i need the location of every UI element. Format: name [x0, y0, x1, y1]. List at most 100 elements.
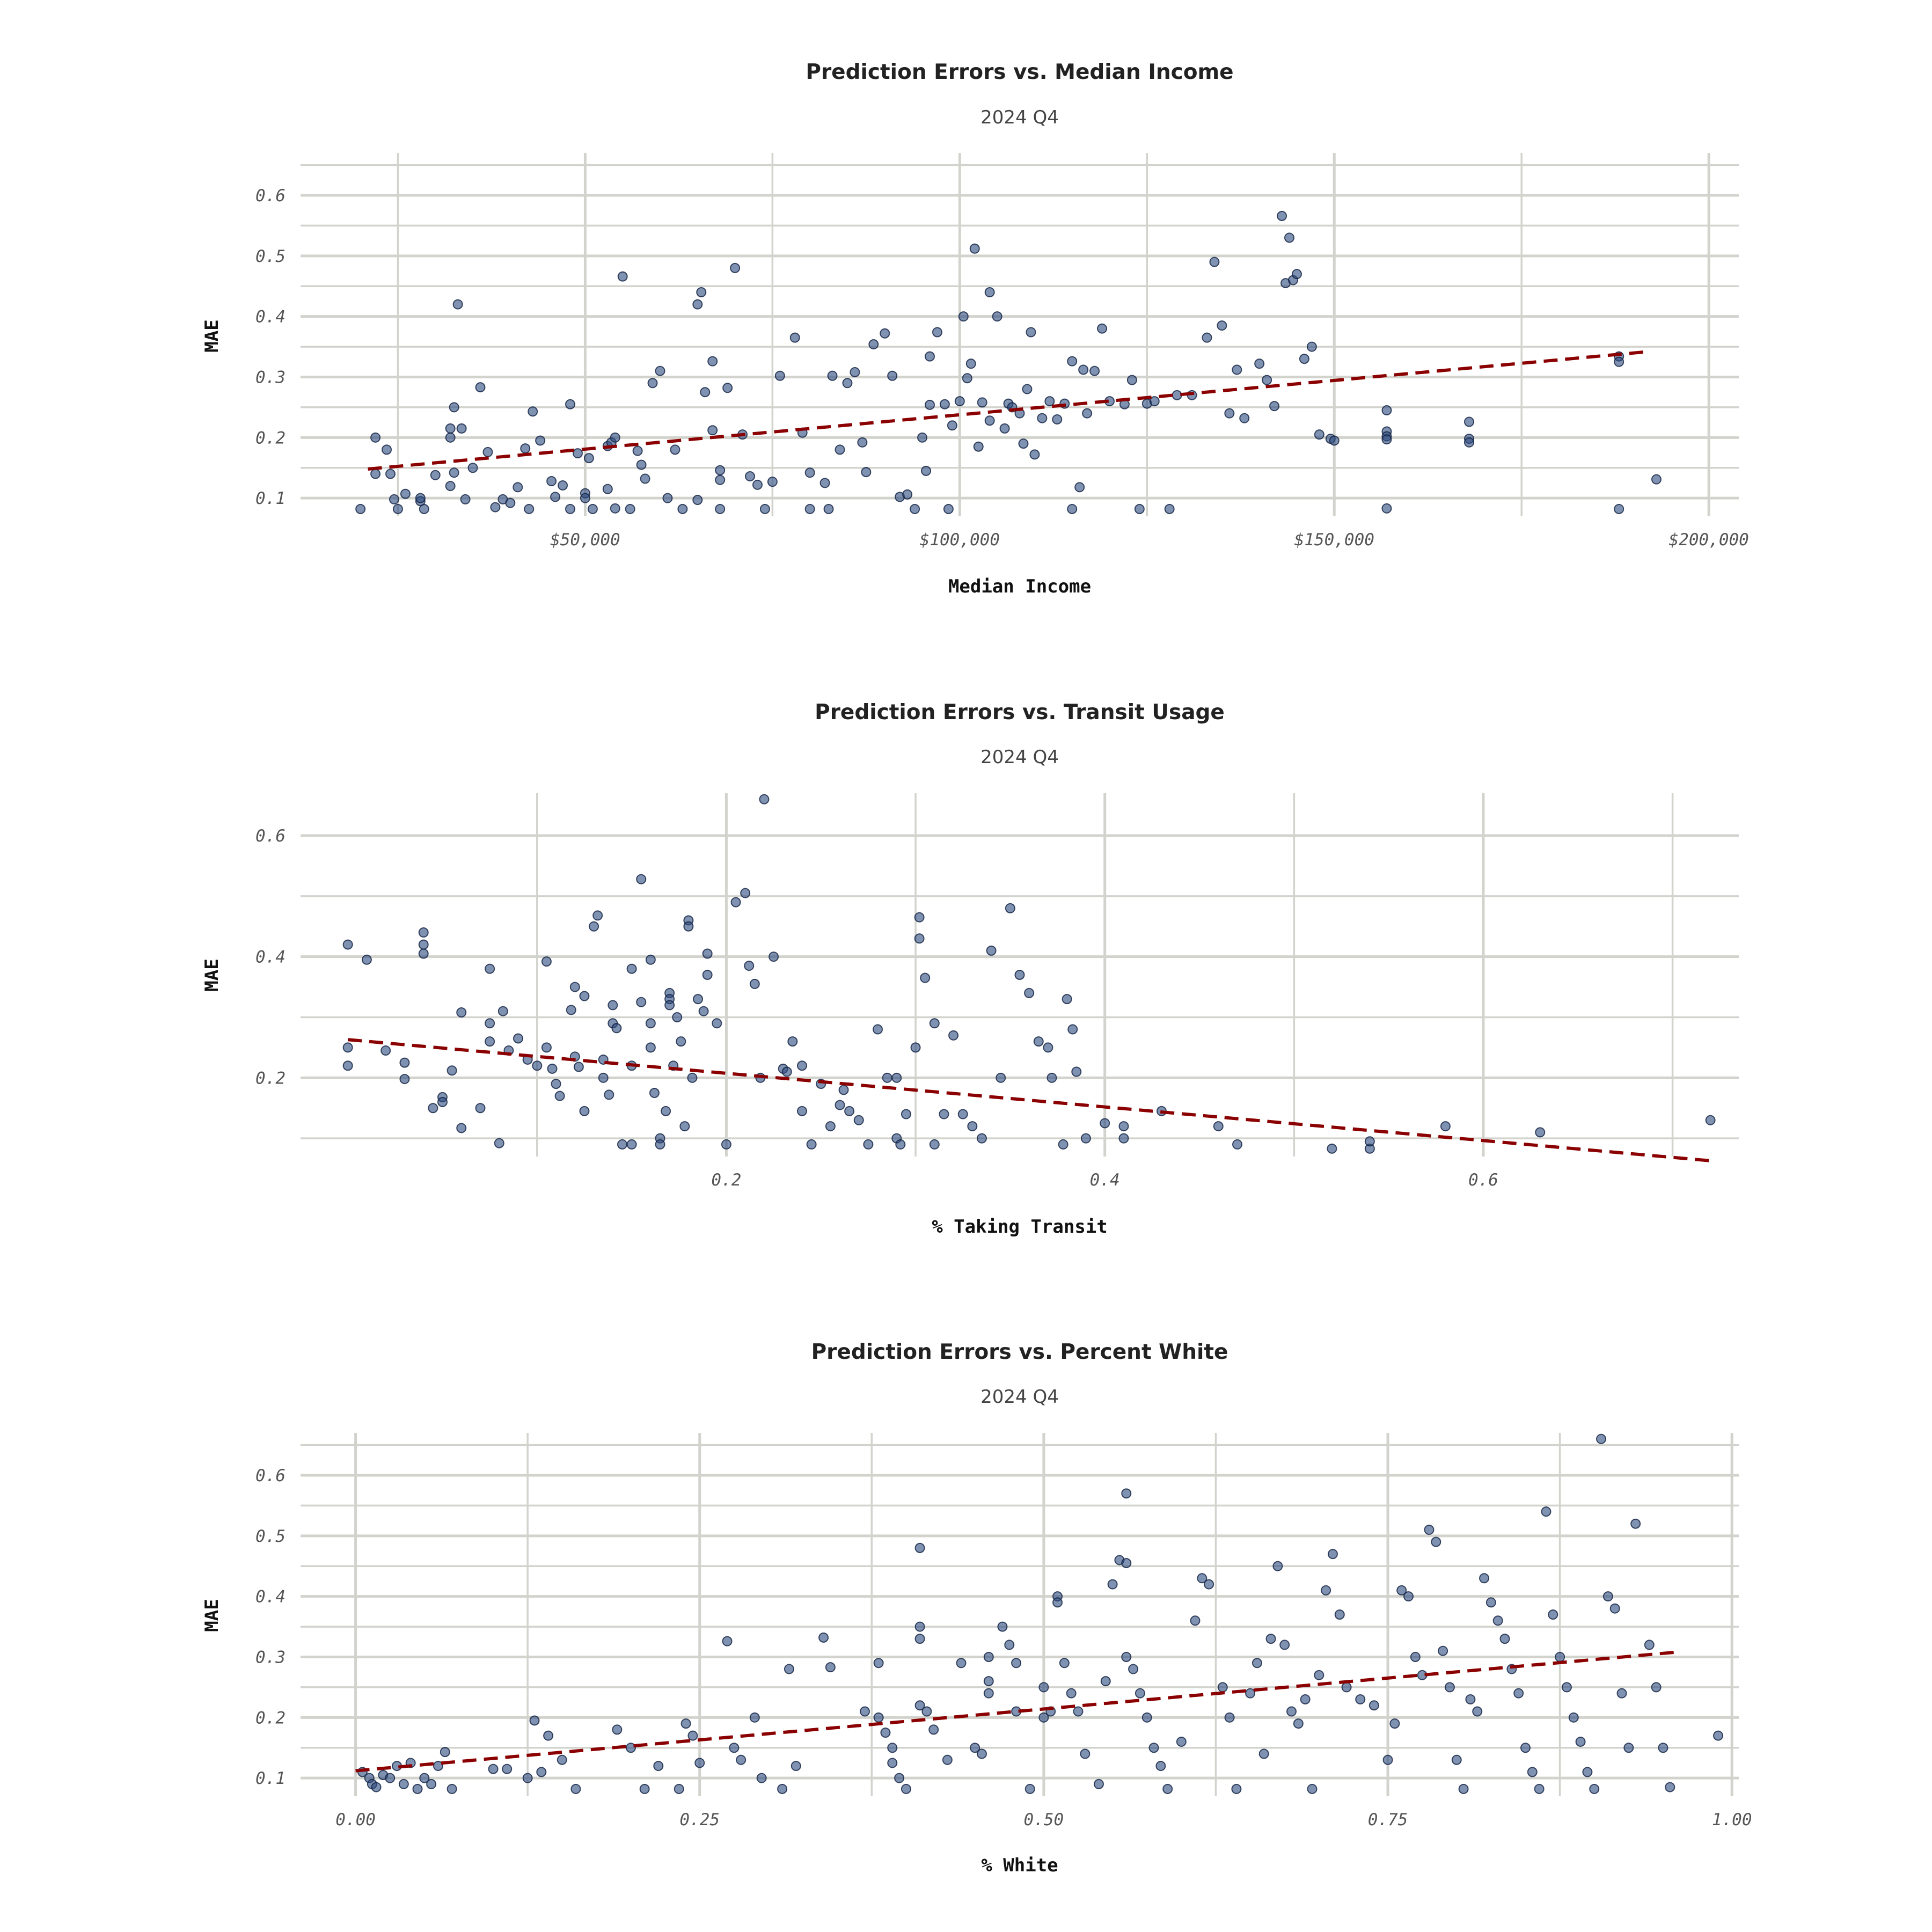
data-point — [1602, 1591, 1613, 1602]
data-point — [914, 1700, 925, 1711]
data-point — [954, 396, 965, 407]
data-point — [1623, 1743, 1634, 1753]
data-point — [1149, 396, 1160, 407]
panel-percent-white: Prediction Errors vs. Percent White 2024… — [201, 1340, 1752, 1876]
data-point — [392, 503, 403, 514]
data-point — [612, 1724, 623, 1735]
data-point — [626, 1743, 636, 1753]
data-point — [485, 1036, 495, 1047]
data-point — [573, 1062, 584, 1072]
data-point — [449, 467, 459, 478]
data-point — [901, 1109, 911, 1119]
data-point — [687, 1072, 698, 1083]
data-point — [1492, 1615, 1503, 1626]
data-point — [1059, 1658, 1070, 1668]
x-tick-label: 0.25 — [679, 1810, 720, 1829]
data-point — [759, 794, 770, 804]
data-point — [1438, 1645, 1448, 1656]
data-point — [1202, 332, 1212, 343]
data-point — [722, 1636, 733, 1646]
data-point — [1024, 987, 1035, 998]
data-point — [610, 503, 620, 514]
data-point — [1164, 503, 1175, 514]
y-tick-label: 0.6 — [255, 186, 286, 206]
data-point — [589, 921, 599, 932]
data-point — [1062, 994, 1072, 1005]
data-point — [914, 933, 925, 944]
data-point — [1555, 1651, 1565, 1662]
data-point — [645, 954, 656, 965]
data-point — [482, 447, 493, 457]
data-point — [1306, 341, 1317, 352]
data-point — [1279, 1640, 1290, 1650]
data-point — [1204, 1579, 1214, 1590]
data-point — [707, 356, 718, 367]
data-point — [1078, 364, 1089, 375]
data-point — [1341, 1682, 1352, 1693]
data-point — [389, 494, 399, 504]
data-point — [791, 1761, 801, 1772]
y-tick-label: 0.1 — [255, 1769, 286, 1788]
data-point — [756, 1773, 767, 1783]
data-point — [524, 503, 535, 514]
data-point — [1651, 1682, 1662, 1693]
data-point — [970, 1743, 980, 1753]
data-point — [740, 888, 751, 898]
data-point — [819, 478, 830, 488]
data-point — [672, 1012, 683, 1022]
data-point — [914, 912, 925, 923]
data-point — [428, 1103, 438, 1114]
data-point — [1334, 1609, 1345, 1620]
data-point — [818, 1632, 829, 1643]
data-point — [587, 503, 598, 514]
data-point — [973, 441, 984, 452]
data-point — [1254, 358, 1265, 369]
data-point — [520, 443, 531, 454]
data-point — [536, 1767, 547, 1777]
data-point — [873, 1024, 883, 1035]
data-point — [636, 997, 647, 1007]
chart-subtitle: 2024 Q4 — [980, 747, 1059, 768]
data-point — [887, 1758, 898, 1768]
data-point — [1300, 1694, 1311, 1704]
data-point — [749, 1712, 760, 1723]
panel-transit-usage: Prediction Errors vs. Transit Usage 2024… — [201, 700, 1739, 1238]
data-point — [592, 910, 603, 921]
data-point — [1329, 435, 1340, 446]
data-point — [1217, 320, 1227, 331]
y-axis-label: MAE — [201, 319, 223, 352]
data-point — [715, 503, 726, 514]
data-point — [488, 1763, 499, 1774]
data-point — [670, 444, 680, 455]
data-point — [902, 489, 913, 500]
data-point — [910, 1042, 921, 1053]
data-point — [1355, 1694, 1366, 1704]
data-point — [1389, 1718, 1400, 1729]
data-point — [1231, 1783, 1242, 1794]
data-point — [565, 399, 575, 409]
data-point — [385, 1773, 396, 1783]
data-point — [796, 1106, 807, 1116]
data-point — [1561, 1682, 1572, 1693]
data-point — [942, 1754, 953, 1765]
data-point — [806, 1139, 817, 1150]
data-point — [1464, 416, 1474, 427]
data-point — [1239, 413, 1250, 423]
data-point — [371, 1782, 382, 1792]
data-point — [1071, 1066, 1082, 1077]
data-point — [1368, 1700, 1379, 1711]
data-point — [419, 1773, 430, 1783]
data-point — [1277, 210, 1287, 221]
data-point — [1118, 1121, 1129, 1132]
data-point — [1052, 1597, 1063, 1608]
data-point — [1074, 482, 1085, 493]
data-point — [1093, 1779, 1104, 1789]
data-point — [1616, 1688, 1627, 1699]
data-point — [1286, 1706, 1297, 1717]
data-point — [485, 963, 495, 974]
data-point — [777, 1783, 788, 1794]
data-point — [1052, 414, 1063, 425]
data-point — [712, 1018, 722, 1029]
data-point — [984, 415, 995, 426]
data-point — [639, 1783, 650, 1794]
